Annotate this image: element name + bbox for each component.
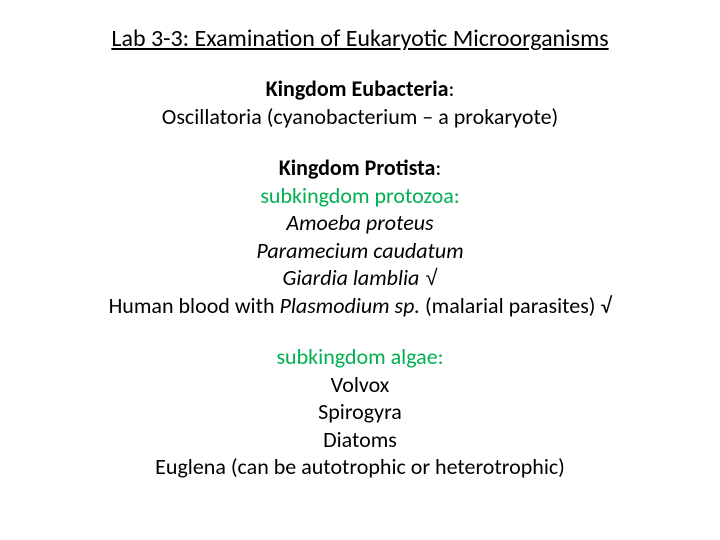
- subkingdom-algae-heading: subkingdom algae:: [40, 343, 680, 371]
- protozoa-item-0: Amoeba proteus: [40, 209, 680, 237]
- algae-item-1: Spirogyra: [40, 398, 680, 426]
- algae-item-2: Diatoms: [40, 426, 680, 454]
- kingdom-protista-heading: Kingdom Protista: [279, 154, 436, 181]
- protozoa-item-giardia: Giardia lamblia √: [40, 264, 680, 292]
- protozoa-item-1: Paramecium caudatum: [40, 237, 680, 265]
- plasmodium-name: Plasmodium sp.: [280, 292, 420, 319]
- kingdom-eubacteria-block: Kingdom Eubacteria: Oscillatoria (cyanob…: [40, 75, 680, 130]
- plasmodium-suffix: (malarial parasites) √: [420, 292, 611, 319]
- subkingdom-protozoa-heading: subkingdom protozoa:: [40, 182, 680, 210]
- algae-item-0: Volvox: [40, 371, 680, 399]
- algae-item-3: Euglena (can be autotrophic or heterotro…: [40, 453, 680, 481]
- slide: Lab 3-3: Examination of Eukaryotic Micro…: [0, 0, 720, 540]
- kingdom-protista-heading-line: Kingdom Protista:: [40, 154, 680, 182]
- giardia-name: Giardia lamblia: [282, 264, 419, 291]
- eubacteria-line-1: Oscillatoria (cyanobacterium – a prokary…: [40, 103, 680, 131]
- kingdom-protista-block: Kingdom Protista: subkingdom protozoa: A…: [40, 154, 680, 319]
- giardia-check: √: [419, 265, 437, 290]
- kingdom-protista-colon: :: [435, 154, 441, 181]
- subkingdom-algae-block: subkingdom algae: Volvox Spirogyra Diato…: [40, 343, 680, 481]
- kingdom-eubacteria-colon: :: [448, 75, 454, 102]
- kingdom-eubacteria-heading-line: Kingdom Eubacteria:: [40, 75, 680, 103]
- slide-title: Lab 3-3: Examination of Eukaryotic Micro…: [40, 24, 680, 53]
- plasmodium-prefix: Human blood with: [109, 292, 280, 319]
- protozoa-item-plasmodium: Human blood with Plasmodium sp. (malaria…: [40, 292, 680, 320]
- kingdom-eubacteria-heading: Kingdom Eubacteria: [266, 75, 449, 102]
